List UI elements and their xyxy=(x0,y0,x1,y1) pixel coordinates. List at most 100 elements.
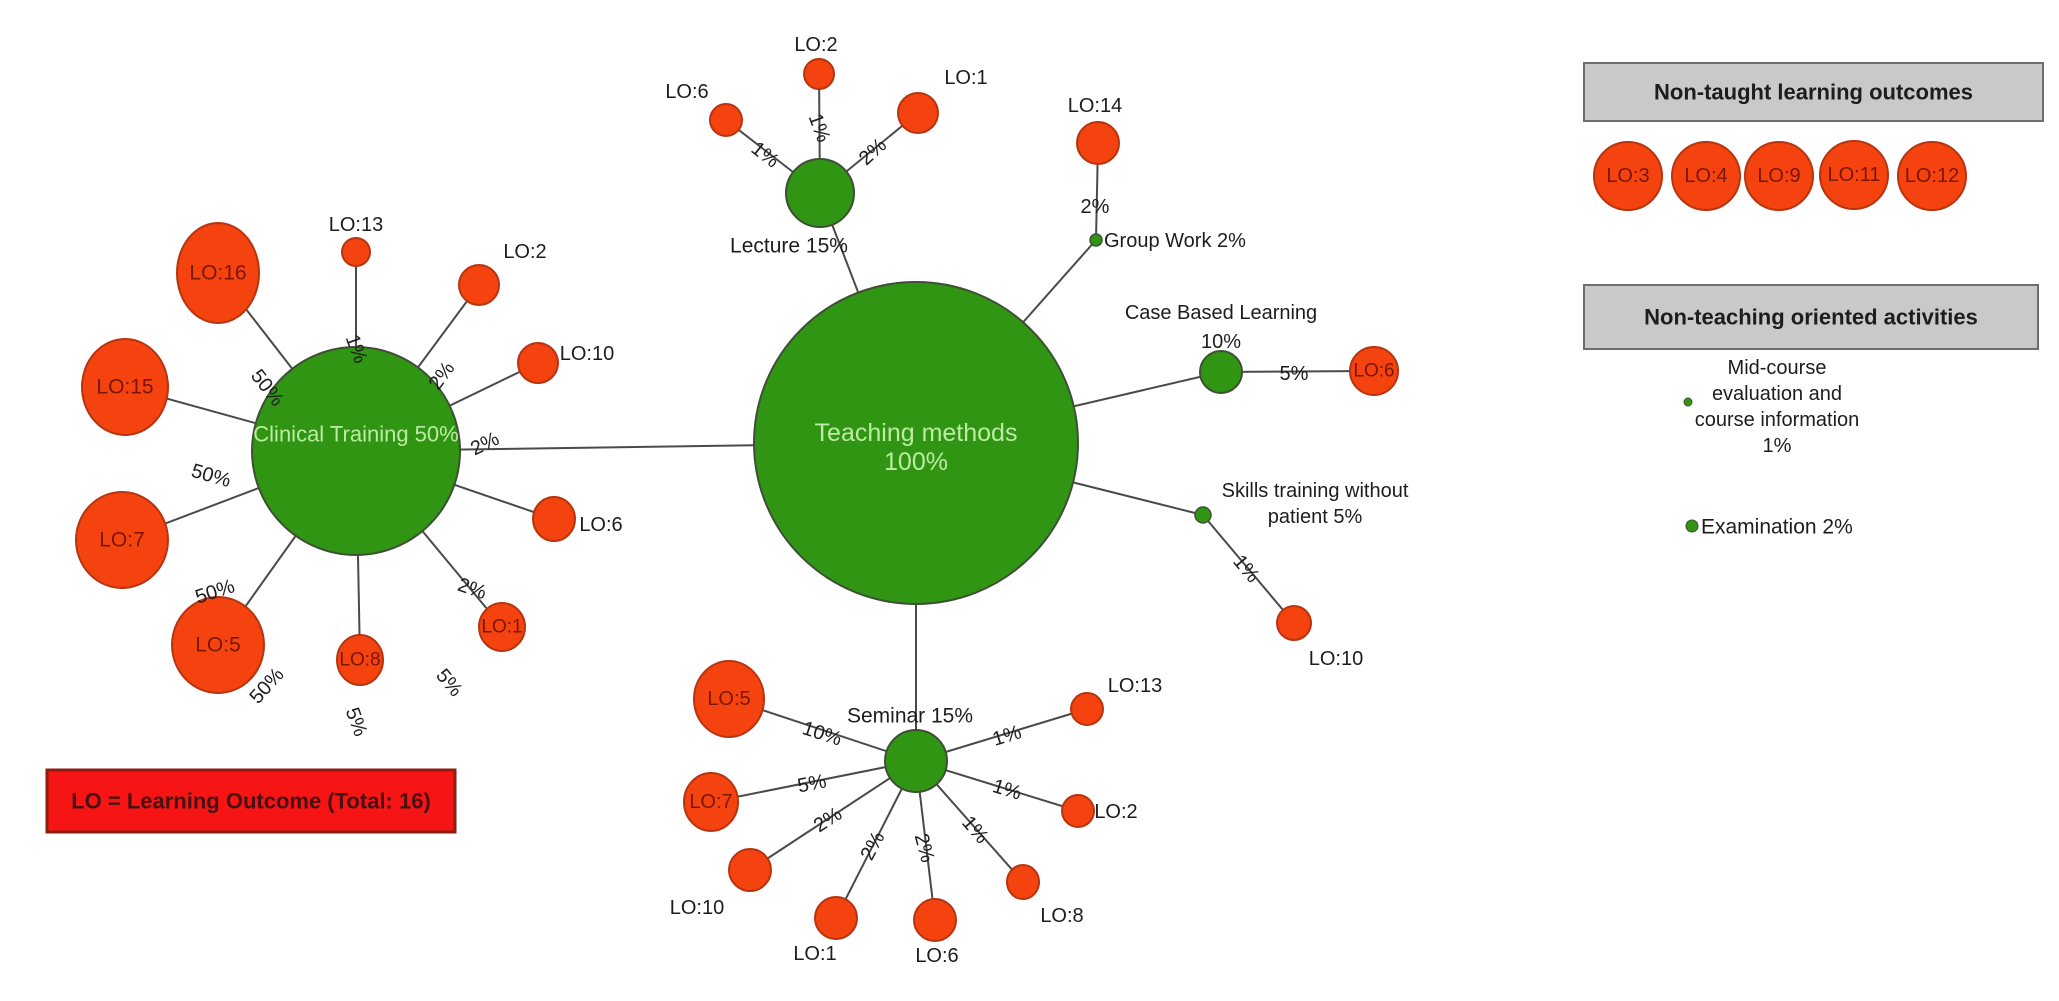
node-seminar-lo5 xyxy=(693,660,765,738)
node-seminar-lo6 xyxy=(913,898,957,942)
legend-circle-lo9 xyxy=(1744,141,1814,211)
lo-key-box xyxy=(45,768,457,834)
edge-case-based-learning-to-cbl-lo6 xyxy=(1220,370,1375,373)
node-clinical-lo16 xyxy=(176,222,260,324)
node-lo14 xyxy=(1076,121,1120,165)
node-label-clinical-lo13: LO:13 xyxy=(329,214,383,236)
node-clinical-lo7 xyxy=(75,491,169,589)
node-lecture-lo2 xyxy=(803,58,835,90)
node-lecture-lo6 xyxy=(709,103,743,137)
node-skills-lo10 xyxy=(1276,605,1312,641)
node-label-clinical-lo15: LO:15 xyxy=(96,376,153,399)
node-seminar-lo7 xyxy=(683,772,739,832)
mid-course-label-line: evaluation and xyxy=(1712,383,1842,405)
edge-label-case-based-learning-to-cbl-lo6: 5% xyxy=(1280,363,1309,385)
node-seminar-lo2 xyxy=(1061,794,1095,828)
edge-label-seminar-to-seminar-lo10: 2% xyxy=(810,803,846,837)
legend-circle-label: LO:11 xyxy=(1828,164,1881,186)
node-label-seminar-lo5: LO:5 xyxy=(707,688,750,710)
node-label-clinical-lo16: LO:16 xyxy=(189,262,246,285)
node-label-lecture-lo2: LO:2 xyxy=(794,34,837,56)
legend-circle-label: LO:12 xyxy=(1905,165,1959,187)
edge-label-seminar-to-seminar-lo13: 1% xyxy=(990,721,1024,751)
node-label-seminar: Seminar 15% xyxy=(847,705,973,728)
legend-circle-label: LO:3 xyxy=(1606,165,1649,187)
node-label-seminar-lo10: LO:10 xyxy=(670,897,724,919)
edge-label-clinical-training-to-clinical-lo8: 5% xyxy=(341,705,372,740)
node-label-clinical-lo1: LO:1 xyxy=(481,617,522,638)
edge-label-clinical-training-to-clinical-lo1: 5% xyxy=(431,665,467,701)
node-clinical-lo1 xyxy=(478,602,526,652)
node-label-clinical-lo2: LO:2 xyxy=(503,241,546,263)
node-label-case-based-learning: 10% xyxy=(1201,331,1241,353)
node-seminar-lo13 xyxy=(1070,692,1104,726)
node-label-skills-training-dot: Skills training without xyxy=(1222,480,1409,502)
edge-label-seminar-to-seminar-lo5: 10% xyxy=(800,717,845,750)
edge-seminar-to-seminar-lo7 xyxy=(710,760,917,803)
edge-label-clinical-training-to-clinical-lo10: 2% xyxy=(467,428,503,461)
node-skills-training-dot xyxy=(1194,506,1212,524)
node-lecture-lo1 xyxy=(897,92,939,134)
examination-dot xyxy=(1685,519,1699,533)
node-seminar xyxy=(884,729,948,793)
legend-circle-lo3 xyxy=(1593,141,1663,211)
node-label-seminar-lo13: LO:13 xyxy=(1108,675,1162,697)
node-label-clinical-training: Clinical Training 50% xyxy=(253,422,458,447)
edge-label-clinical-training-to-clinical-lo6: 2% xyxy=(455,574,490,604)
edge-label-seminar-to-seminar-lo7: 5% xyxy=(796,770,829,797)
node-label-seminar-lo6: LO:6 xyxy=(915,945,958,967)
node-label-seminar-lo1: LO:1 xyxy=(793,943,836,965)
mid-course-label-line: course information xyxy=(1695,409,1860,431)
edge-label-lo14-to-group-work-dot: 2% xyxy=(1081,196,1110,218)
node-label-cbl-lo6: LO:6 xyxy=(1353,361,1394,382)
node-label-clinical-lo7: LO:7 xyxy=(99,529,145,552)
edge-label-lecture-to-lecture-lo6: 1% xyxy=(747,137,783,172)
node-label-lecture-lo1: LO:1 xyxy=(944,67,987,89)
node-clinical-lo8 xyxy=(336,634,384,686)
node-seminar-lo1 xyxy=(814,896,858,940)
node-clinical-lo2 xyxy=(458,264,500,306)
mid-course-label-line: Mid-course xyxy=(1728,357,1827,379)
node-label-skills-lo10: LO:10 xyxy=(1309,648,1363,670)
node-label-lecture: Lecture 15% xyxy=(730,235,848,258)
node-label-clinical-lo6: LO:6 xyxy=(579,514,622,536)
node-lecture xyxy=(785,158,855,228)
node-label-teaching-methods: 100% xyxy=(884,448,948,476)
non-teaching-header-box xyxy=(1583,284,2039,350)
legend-circle-label: LO:9 xyxy=(1757,165,1800,187)
edge-label-clinical-training-to-clinical-lo15: 50% xyxy=(189,460,234,492)
node-label-clinical-lo8: LO:8 xyxy=(339,650,380,671)
node-clinical-lo15 xyxy=(81,338,169,436)
node-clinical-training xyxy=(251,346,461,556)
edge-seminar-to-seminar-lo10 xyxy=(749,760,917,871)
mid-course-label-line: 1% xyxy=(1763,435,1792,457)
node-seminar-lo10 xyxy=(728,848,772,892)
legend-circle-lo11 xyxy=(1819,140,1889,210)
legend-circle-lo4 xyxy=(1671,141,1741,211)
node-label-case-based-learning: Case Based Learning xyxy=(1125,302,1317,324)
legend-circle-label: LO:4 xyxy=(1684,165,1727,187)
edge-label-seminar-to-seminar-lo2: 1% xyxy=(990,775,1024,805)
node-label-seminar-lo7: LO:7 xyxy=(689,791,732,813)
node-label-clinical-lo10: LO:10 xyxy=(560,343,614,365)
node-clinical-lo10 xyxy=(517,342,559,384)
node-clinical-lo5 xyxy=(171,596,265,694)
edge-label-seminar-to-seminar-lo1: 2% xyxy=(857,828,890,864)
node-cbl-lo6 xyxy=(1349,346,1399,396)
node-clinical-lo6 xyxy=(532,496,576,542)
non-taught-header-title: Non-taught learning outcomes xyxy=(1654,80,1973,105)
edge-label-lecture-to-lecture-lo2: 1% xyxy=(804,111,835,146)
legend-circle-lo12 xyxy=(1897,141,1967,211)
node-label-teaching-methods: Teaching methods xyxy=(815,419,1018,447)
examination-label: Examination 2% xyxy=(1701,516,1853,539)
node-teaching-methods xyxy=(753,281,1079,605)
node-label-lecture-lo6: LO:6 xyxy=(665,81,708,103)
node-clinical-lo13 xyxy=(341,237,371,267)
node-label-lo14: LO:14 xyxy=(1068,95,1122,117)
non-teaching-header-title: Non-teaching oriented activities xyxy=(1644,305,1978,330)
node-group-work-dot xyxy=(1089,233,1103,247)
lo-key-label: LO = Learning Outcome (Total: 16) xyxy=(71,789,431,814)
node-label-skills-training-dot: patient 5% xyxy=(1268,506,1363,528)
